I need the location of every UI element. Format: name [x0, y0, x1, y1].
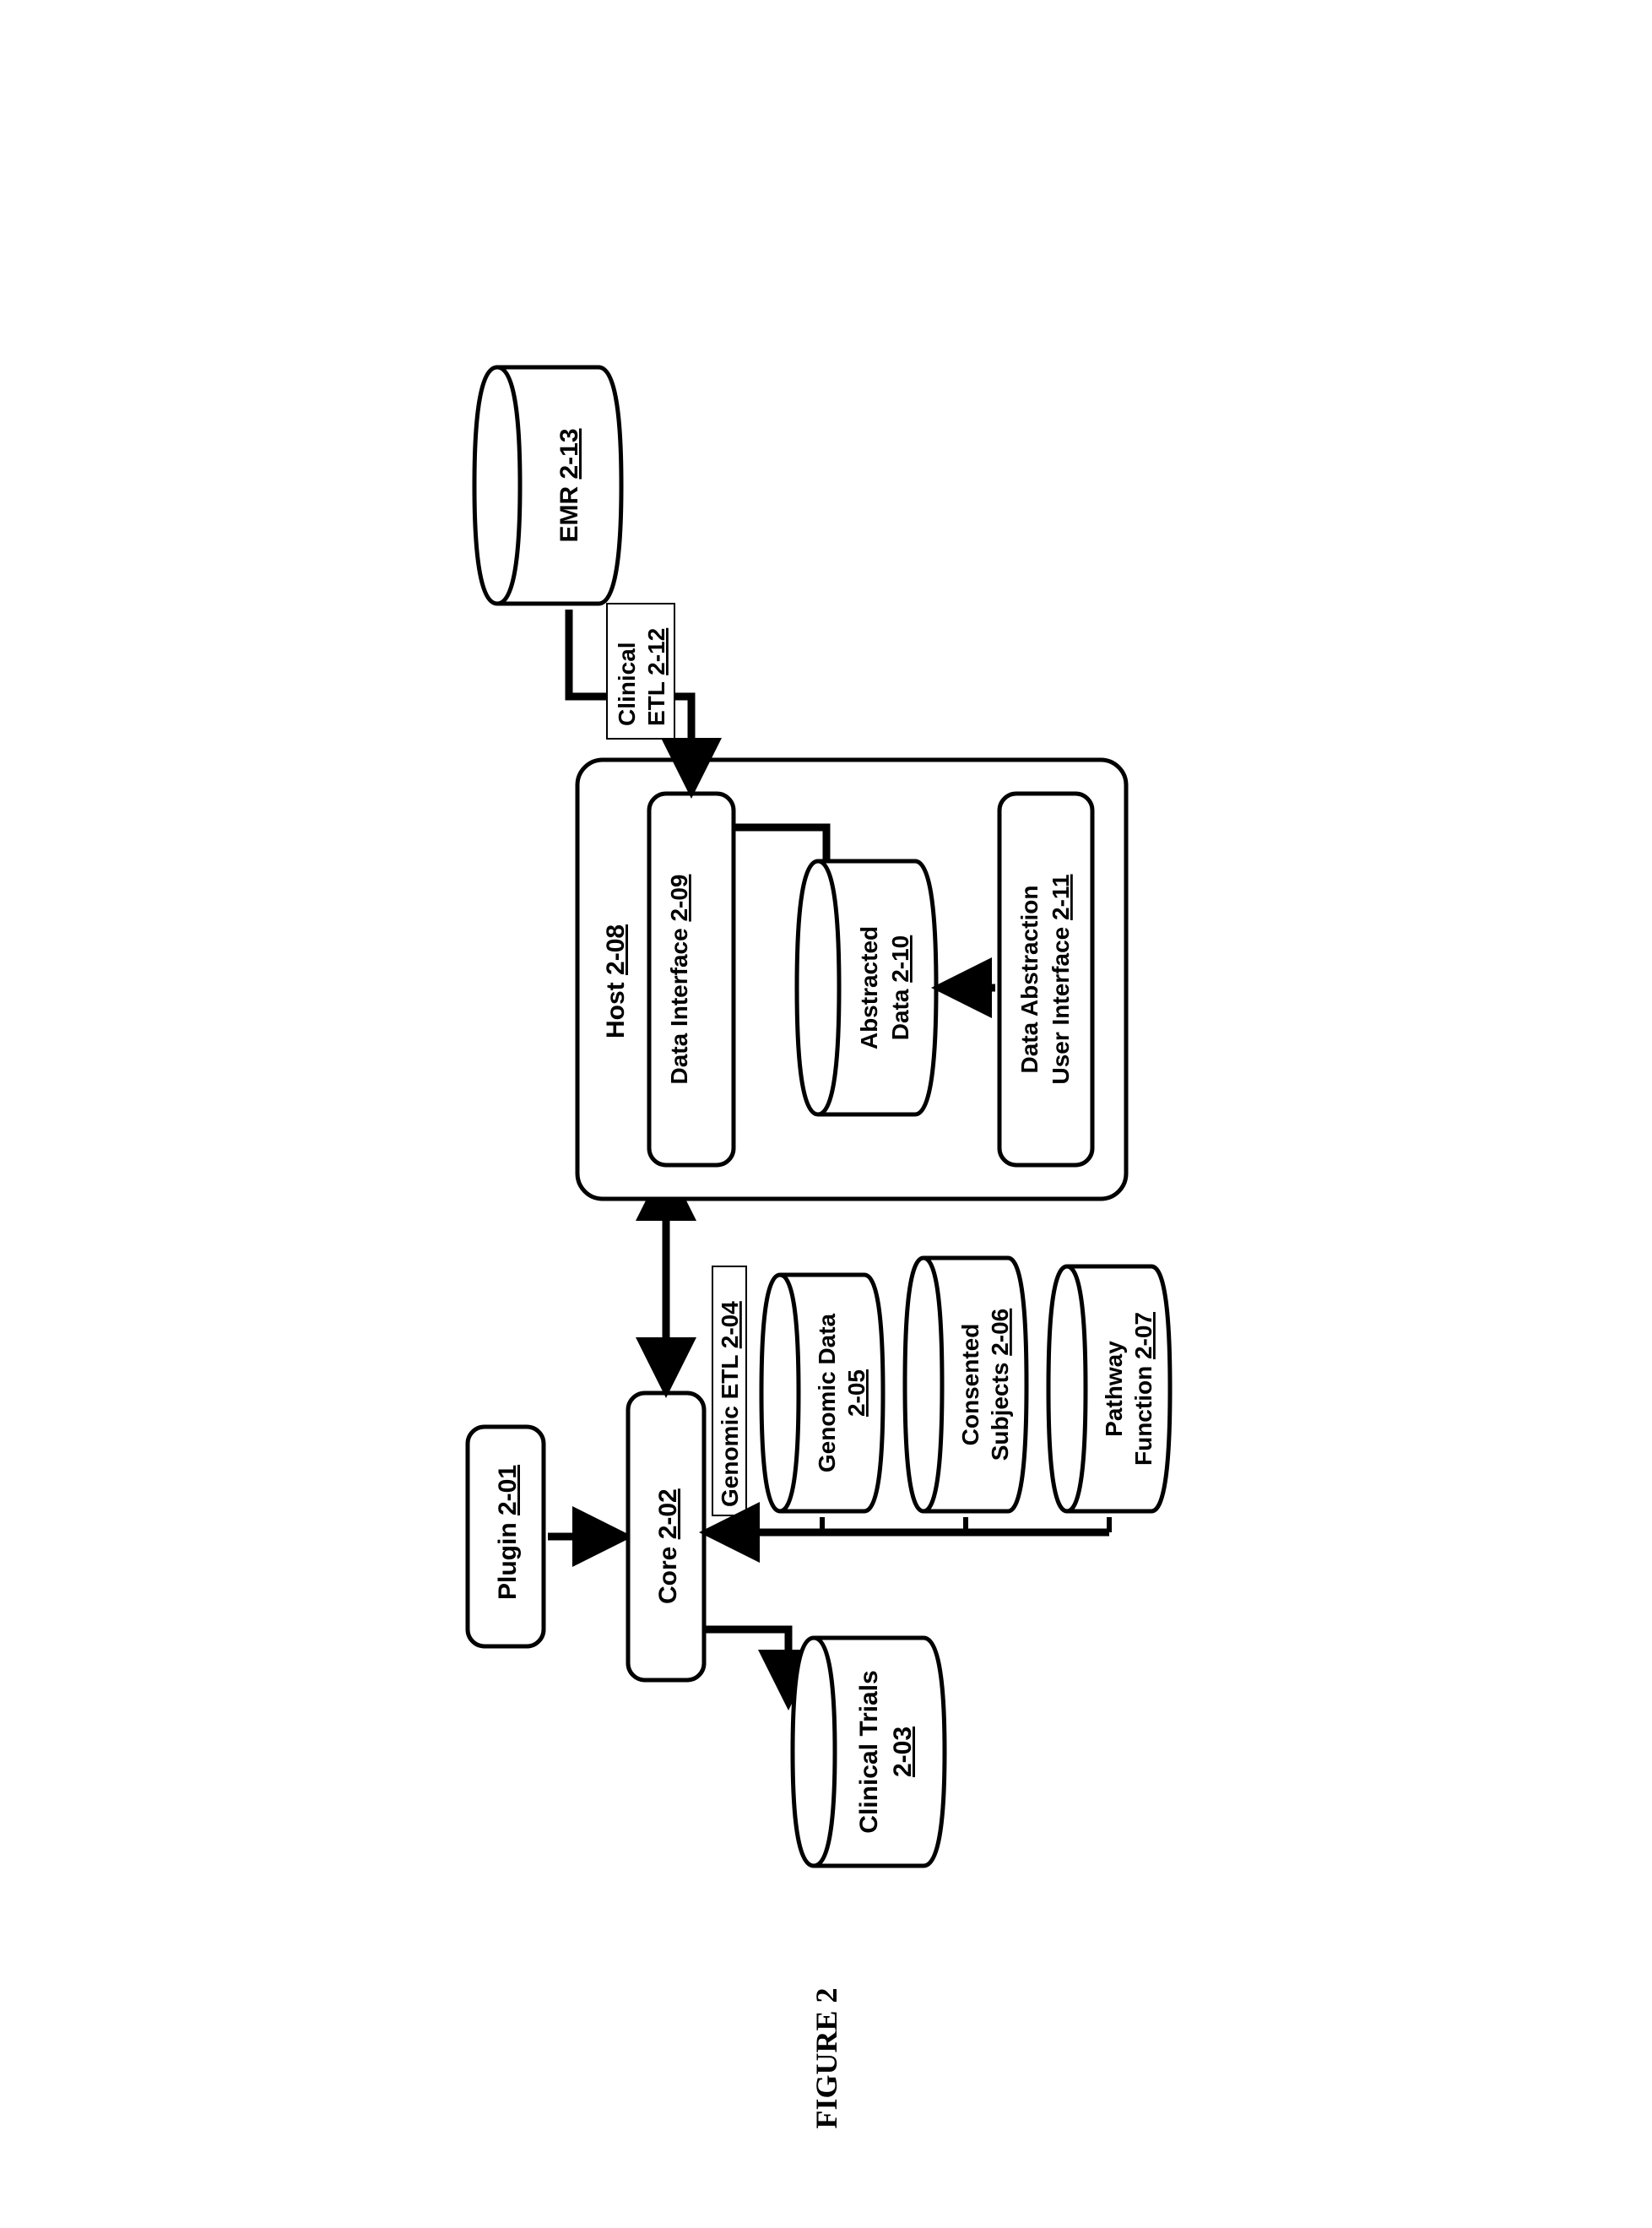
figure-caption: FIGURE 2: [809, 1987, 844, 2128]
genomic-data-label: Genomic Data: [814, 1313, 840, 1472]
clinical-trials-label: Clinical Trials: [855, 1670, 883, 1833]
architecture-diagram: Plugin 2-01 Core 2-02 Clinical Trials 2-…: [425, 312, 1227, 1916]
svg-text:ETL 2-12: ETL 2-12: [643, 627, 669, 725]
svg-text:Data Interface 2-09: Data Interface 2-09: [666, 874, 692, 1084]
plugin-label: Plugin 2-01: [494, 1464, 522, 1599]
clinical-trials-node: Clinical Trials 2-03: [793, 1638, 945, 1866]
abstracted-data-node: Abstracted Data 2-10: [797, 861, 936, 1114]
edge-core-trials: [706, 1629, 788, 1695]
svg-text:Subjects 2-06: Subjects 2-06: [987, 1308, 1013, 1461]
emr-node: EMR 2-13: [474, 367, 621, 604]
svg-text:Function 2-07: Function 2-07: [1130, 1311, 1156, 1465]
host-label: Host 2-08: [602, 924, 630, 1038]
core-label: Core 2-02: [654, 1488, 682, 1604]
core-node: Core 2-02: [628, 1393, 704, 1680]
svg-text:Clinical: Clinical: [614, 642, 640, 726]
abstracted-label: Abstracted: [856, 925, 882, 1049]
data-abstraction-ui-node: Data Abstraction User Interface 2-11: [999, 794, 1092, 1165]
genomic-data-node: Genomic Data 2-05: [761, 1275, 883, 1511]
svg-text:Data 2-10: Data 2-10: [887, 935, 913, 1040]
genomic-data-ref: 2-05: [843, 1369, 869, 1416]
plugin-node: Plugin 2-01: [468, 1427, 544, 1646]
data-interface-node: Data Interface 2-09: [649, 794, 734, 1165]
svg-text:Data Abstraction: Data Abstraction: [1016, 885, 1043, 1073]
genomic-etl-label: Genomic ETL 2-04: [712, 1266, 746, 1515]
consented-subjects-node: Consented Subjects 2-06: [905, 1258, 1026, 1511]
clinical-etl-label: Clinical ETL 2-12: [607, 604, 674, 739]
svg-text:User Interface 2-11: User Interface 2-11: [1048, 874, 1074, 1084]
clinical-trials-ref: 2-03: [889, 1726, 917, 1776]
diagram-container: Plugin 2-01 Core 2-02 Clinical Trials 2-…: [425, 312, 1227, 1916]
svg-text:EMR 2-13: EMR 2-13: [555, 428, 583, 542]
pathway-function-node: Pathway Function 2-07: [1048, 1266, 1170, 1511]
consented-label: Consented: [957, 1323, 983, 1445]
pathway-label: Pathway: [1101, 1340, 1127, 1436]
svg-text:Genomic ETL 2-04: Genomic ETL 2-04: [717, 1300, 743, 1506]
